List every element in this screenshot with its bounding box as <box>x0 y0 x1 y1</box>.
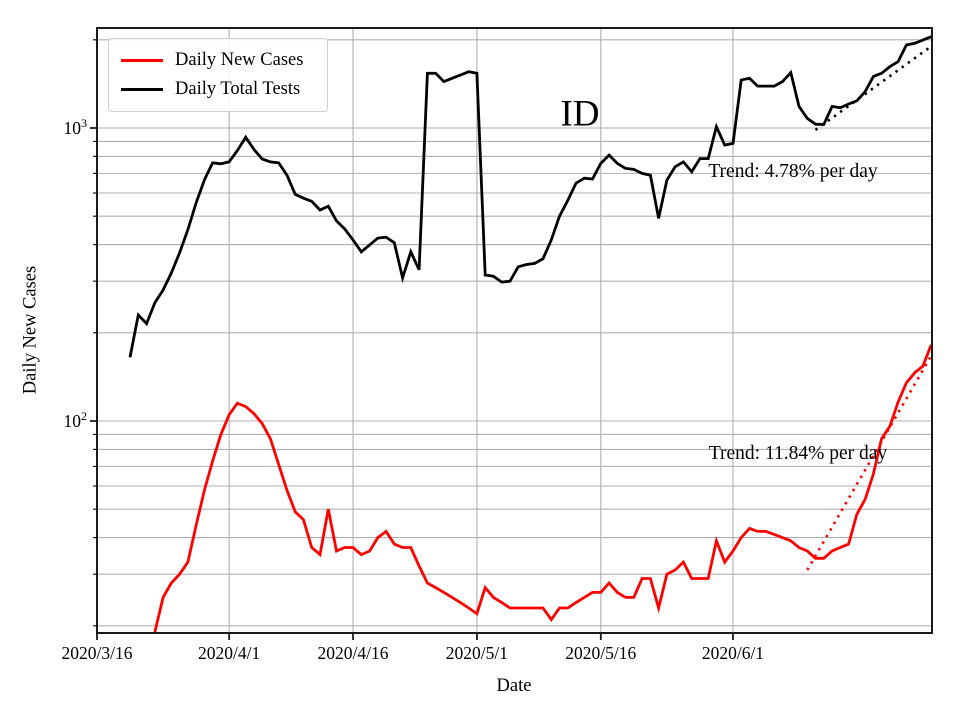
legend-entry-cases: Daily New Cases <box>121 46 317 75</box>
tests-trend-annotation: Trend: 4.78% per day <box>708 161 878 182</box>
trend-line-cases <box>806 355 933 571</box>
state-code-label: ID <box>560 93 600 135</box>
legend: Daily New Cases Daily Total Tests <box>108 38 328 112</box>
legend-label-cases: Daily New Cases <box>175 50 304 70</box>
series-line-cases <box>153 344 933 633</box>
tests-line-swatch <box>121 88 163 91</box>
x-tick-label: 2020/5/1 <box>445 643 509 663</box>
cases-line-swatch <box>121 59 163 62</box>
gridlines <box>96 28 932 633</box>
x-tick-label: 2020/6/1 <box>701 643 765 663</box>
x-tick-label: 2020/4/16 <box>317 643 389 663</box>
x-tick-label: 2020/5/16 <box>565 643 637 663</box>
x-tick-label: 2020/4/1 <box>198 643 261 663</box>
data-series <box>128 35 933 633</box>
x-axis-label: Date <box>496 676 532 696</box>
x-tick-label: 2020/3/16 <box>61 643 133 663</box>
axes-frame <box>90 27 933 640</box>
trend-line-tests <box>814 45 932 131</box>
series-line-tests <box>128 35 932 358</box>
y-tick-label: 102 <box>63 409 88 431</box>
y-axis-label: Daily New Cases <box>20 265 41 395</box>
y-tick-label: 103 <box>63 116 88 138</box>
plot-border <box>96 27 933 634</box>
cases-trend-annotation: Trend: 11.84% per day <box>708 443 888 464</box>
legend-label-tests: Daily Total Tests <box>175 79 301 99</box>
legend-entry-tests: Daily Total Tests <box>121 75 317 104</box>
